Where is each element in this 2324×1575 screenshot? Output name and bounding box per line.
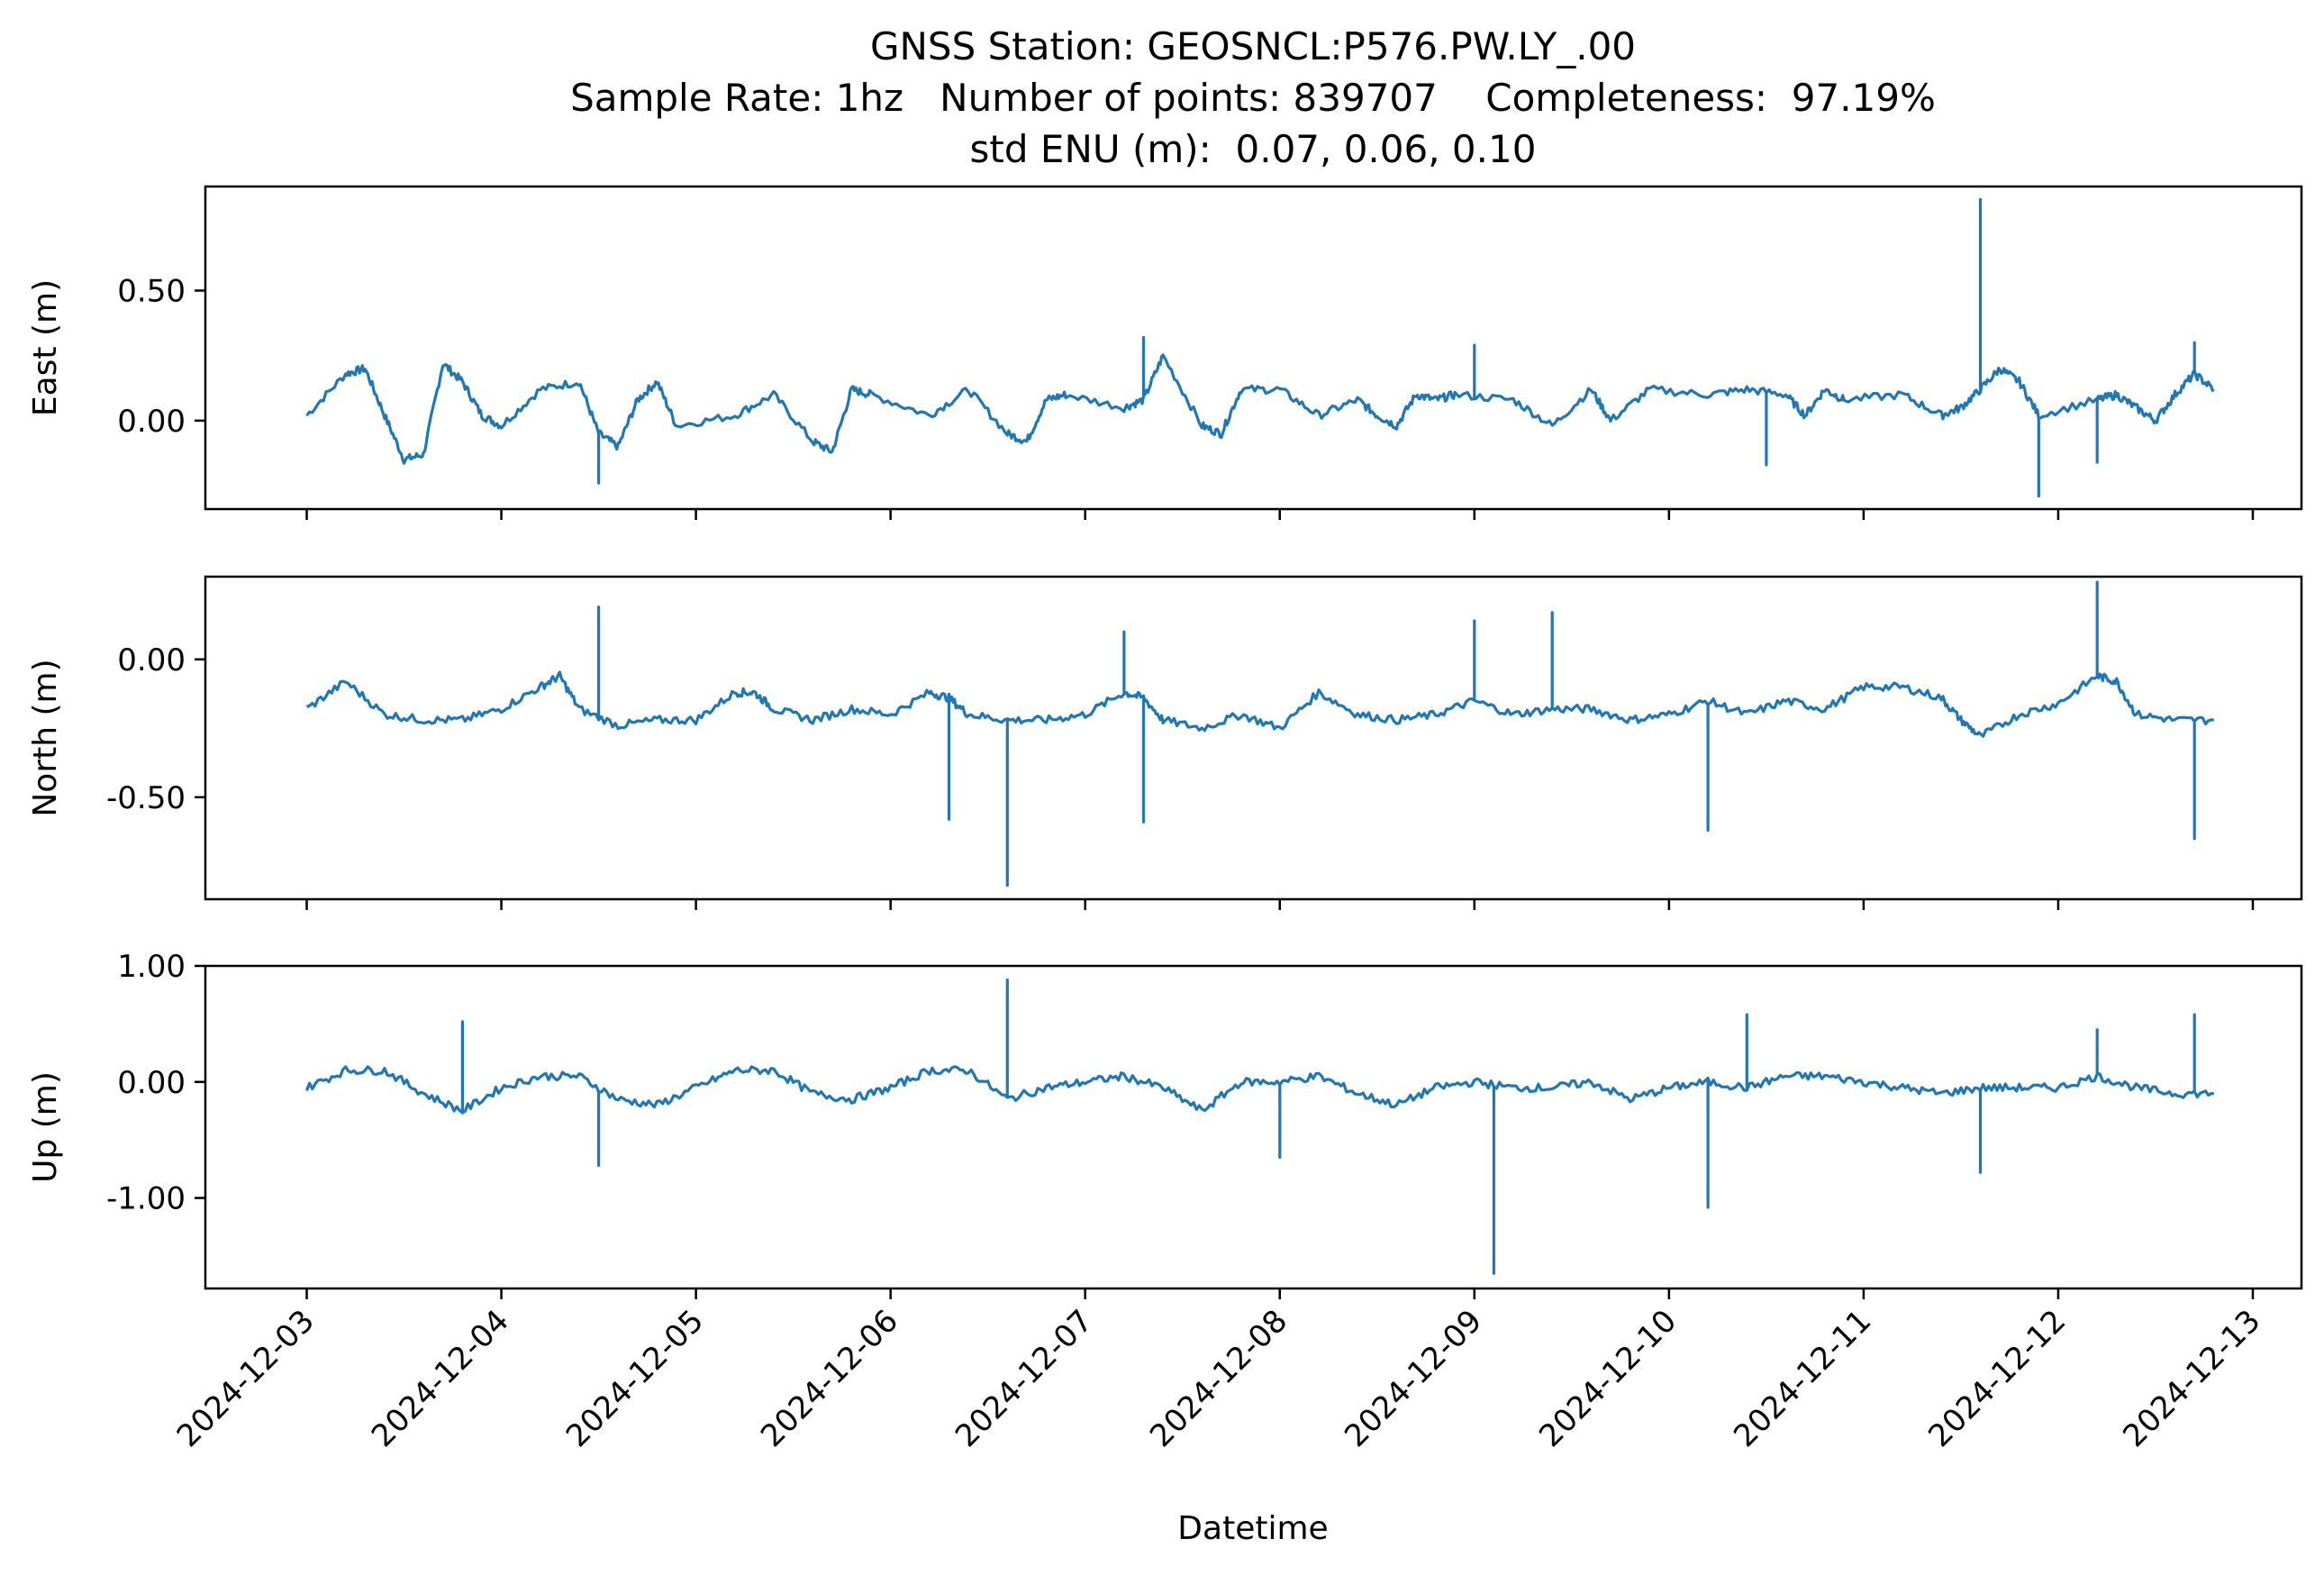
x-tick-label: 2024-12-03 bbox=[170, 1303, 322, 1454]
up-series-line bbox=[305, 978, 2214, 1275]
title-line-3: std ENU (m): 0.07, 0.06, 0.10 bbox=[970, 127, 1537, 171]
east-plot-frame bbox=[204, 185, 2303, 511]
x-tick-label: 2024-12-08 bbox=[1143, 1303, 1294, 1454]
up-panel: 1.00 0.00 -1.00 Up (m) bbox=[27, 949, 2303, 1299]
north-y-tick-label: -0.50 bbox=[106, 780, 186, 816]
east-panel: 0.50 0.00 East (m) bbox=[27, 185, 2303, 520]
x-tick-label: 2024-12-04 bbox=[365, 1303, 516, 1454]
north-panel: 0.00 -0.50 North (m) bbox=[27, 575, 2303, 910]
x-tick-label: 2024-12-11 bbox=[1727, 1303, 1878, 1454]
north-y-tick-label: 0.00 bbox=[117, 642, 186, 678]
x-tick-label: 2024-12-05 bbox=[559, 1303, 711, 1454]
x-tick-label: 2024-12-10 bbox=[1532, 1303, 1684, 1454]
chart-title: GNSS Station: GEOSNCL:P576.PW.LY_.00 Sam… bbox=[570, 24, 1936, 171]
east-y-axis-label: East (m) bbox=[27, 279, 64, 416]
x-axis-label: Datetime bbox=[1177, 1510, 1328, 1547]
x-tick-label: 2024-12-07 bbox=[949, 1303, 1100, 1454]
up-y-tick-label: 1.00 bbox=[117, 949, 186, 985]
title-line-2: Sample Rate: 1hz Number of points: 83970… bbox=[570, 76, 1936, 120]
x-axis-ticks: 2024-12-03 2024-12-04 2024-12-05 2024-12-06… bbox=[170, 1303, 2267, 1454]
north-plot-frame bbox=[204, 575, 2303, 901]
up-plot-frame bbox=[204, 964, 2303, 1290]
x-tick-label: 2024-12-09 bbox=[1338, 1303, 1489, 1454]
up-y-axis-label: Up (m) bbox=[27, 1071, 64, 1183]
east-y-tick-label: 0.50 bbox=[117, 273, 186, 309]
up-y-tick-label: -1.00 bbox=[106, 1181, 186, 1217]
x-tick-label: 2024-12-06 bbox=[754, 1303, 905, 1454]
east-series-line bbox=[305, 197, 2215, 498]
up-y-tick-label: 0.00 bbox=[117, 1065, 186, 1101]
x-tick-label: 2024-12-12 bbox=[1921, 1303, 2073, 1454]
x-tick-label: 2024-12-13 bbox=[2116, 1303, 2267, 1454]
east-y-tick-label: 0.00 bbox=[117, 404, 186, 440]
title-line-1: GNSS Station: GEOSNCL:P576.PW.LY_.00 bbox=[870, 24, 1636, 68]
north-series-line bbox=[305, 580, 2214, 888]
north-y-axis-label: North (m) bbox=[27, 659, 64, 816]
